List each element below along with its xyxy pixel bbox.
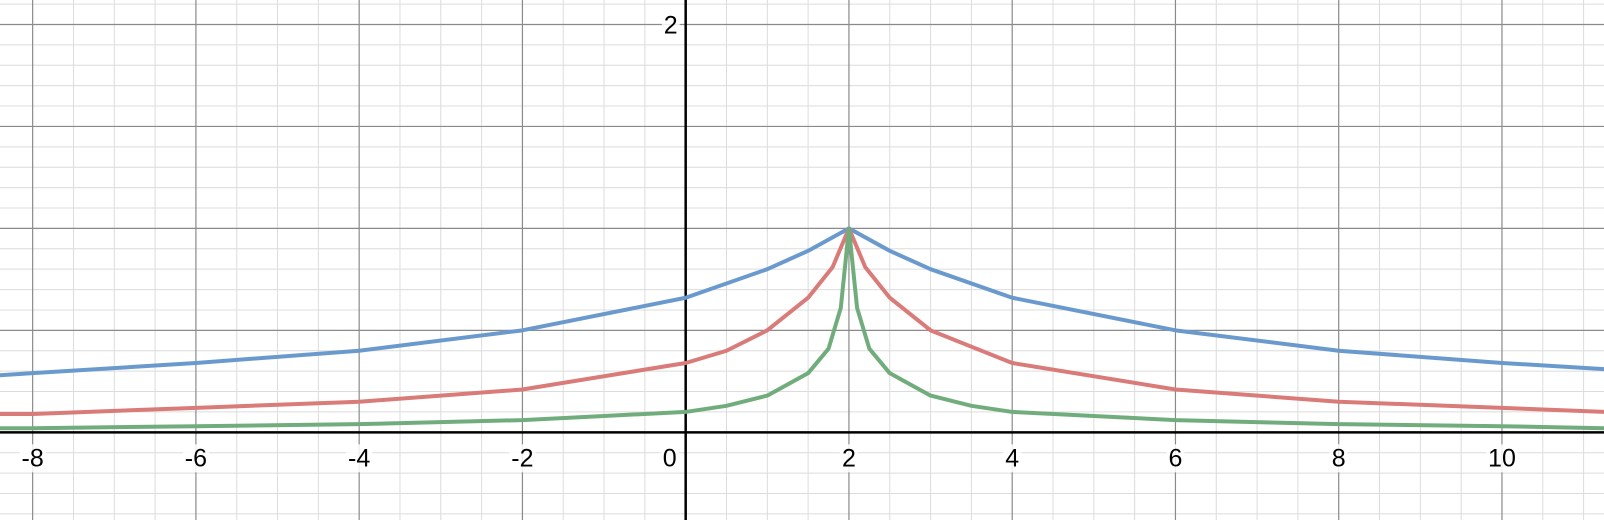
- x-tick-label-background: [182, 444, 210, 473]
- x-tick-label-background: [839, 444, 858, 473]
- curve-series-2[interactable]: [0, 226, 1604, 416]
- curve-series-3[interactable]: [0, 226, 1604, 431]
- x-tick-label-background: [19, 444, 46, 473]
- x-tick-label: 6: [1168, 444, 1182, 472]
- x-tick-label-background: [346, 444, 373, 473]
- x-tick-label: -4: [348, 444, 370, 472]
- tick-labels: -8 -6 -4 -2 0 2 4 6 8 10 2: [19, 11, 1518, 473]
- x-tick-label-background: [509, 444, 536, 473]
- x-tick-label: 8: [1332, 444, 1346, 472]
- x-tick-label: -8: [22, 444, 44, 472]
- x-tick-label-background: [1329, 444, 1348, 473]
- x-tick-label-background: [1166, 444, 1185, 473]
- x-tick-label: 2: [842, 444, 856, 472]
- curves: [0, 226, 1604, 431]
- y-tick-label-background: [661, 11, 680, 40]
- x-tick-label: -6: [185, 444, 207, 472]
- curve-series-1[interactable]: [0, 226, 1604, 378]
- x-tick-label: 0: [663, 444, 677, 472]
- x-tick-label: 10: [1488, 444, 1516, 472]
- y-tick-label: 2: [664, 11, 678, 39]
- x-tick-label-background: [660, 444, 679, 473]
- x-tick-label: 4: [1005, 444, 1019, 472]
- x-tick-label: -2: [511, 444, 533, 472]
- x-tick-label-background: [1003, 444, 1022, 473]
- x-tick-label-background: [1486, 444, 1518, 473]
